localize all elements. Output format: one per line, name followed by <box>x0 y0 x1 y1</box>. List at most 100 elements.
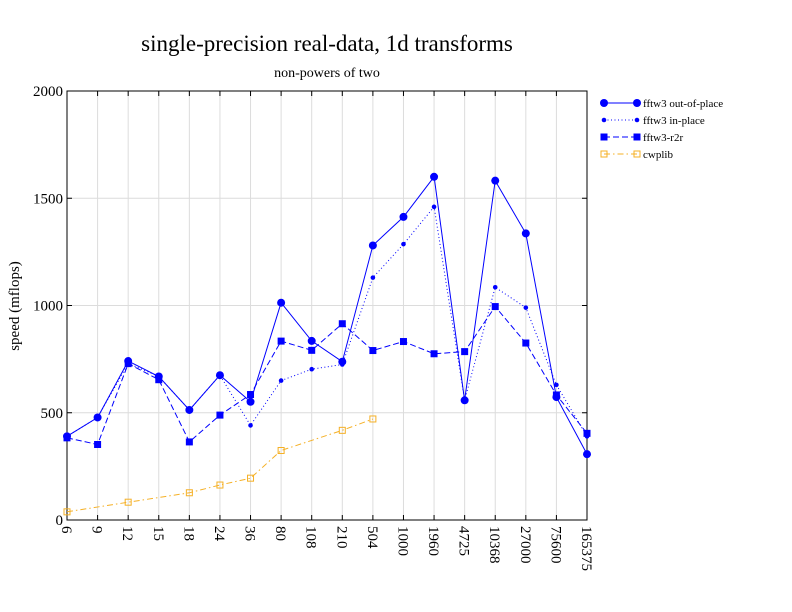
legend-marker <box>633 99 641 107</box>
data-point <box>338 426 346 434</box>
x-tick-label: 15 <box>150 526 166 541</box>
data-point <box>461 348 469 356</box>
data-point <box>248 423 253 428</box>
data-point <box>369 347 377 355</box>
series-fftw3-in-place <box>64 204 590 439</box>
data-point <box>307 336 316 345</box>
legend-marker <box>601 117 607 123</box>
legend: fftw3 out-of-place fftw3 in-place fftw3-r2… <box>600 98 723 161</box>
data-point <box>124 360 132 368</box>
data-point <box>523 305 529 310</box>
x-tick-label: 80 <box>272 526 288 541</box>
data-point <box>554 382 559 388</box>
data-point <box>462 398 467 403</box>
data-point <box>583 429 591 437</box>
grid-lines <box>67 91 587 520</box>
x-tick-label: 10368 <box>486 526 502 564</box>
series-fftw3-r2r <box>63 303 591 448</box>
data-point <box>155 376 163 384</box>
series-group <box>63 172 591 516</box>
data-point <box>247 391 255 399</box>
y-axis-label: speed (mflops) <box>7 261 23 351</box>
data-point <box>63 434 71 442</box>
legend-marker <box>600 99 608 107</box>
data-point <box>370 275 376 280</box>
x-tick-label: 6 <box>58 526 74 534</box>
data-point <box>552 391 560 399</box>
data-point <box>369 415 377 423</box>
legend-label: fftw3-r2r <box>643 132 683 144</box>
x-tick-label: 27000 <box>517 526 533 564</box>
y-tick-label: 1000 <box>33 299 63 315</box>
data-point <box>399 338 407 346</box>
y-tick-label: 1500 <box>33 191 63 207</box>
y-tick-label: 2000 <box>33 84 63 100</box>
y-tick-label: 500 <box>41 406 64 422</box>
data-point <box>277 298 286 307</box>
data-point <box>583 450 591 459</box>
data-point <box>308 346 316 354</box>
data-point <box>246 397 255 406</box>
data-point <box>187 407 192 413</box>
x-tick-label: 504 <box>364 526 380 549</box>
series-line <box>66 305 588 446</box>
data-point <box>522 339 530 347</box>
data-point <box>491 303 499 311</box>
legend-marker <box>633 133 641 141</box>
data-point <box>399 212 408 221</box>
data-point <box>124 498 132 506</box>
legend-marker <box>634 117 640 123</box>
data-point <box>401 241 406 247</box>
data-point <box>431 204 437 210</box>
data-point <box>94 440 102 448</box>
data-point <box>430 172 439 181</box>
data-point <box>185 489 193 497</box>
data-point <box>492 284 498 290</box>
legend-label: cwplib <box>643 149 673 161</box>
data-point <box>63 508 71 516</box>
x-tick-label: 9 <box>89 526 105 534</box>
x-tick-label: 36 <box>242 526 258 542</box>
x-tick-label: 75600 <box>547 526 563 564</box>
data-point <box>247 474 255 482</box>
x-tick-label: 108 <box>303 526 319 549</box>
x-tick-label: 18 <box>180 526 196 541</box>
legend-label: fftw3 in-place <box>643 115 705 127</box>
data-point <box>368 241 377 250</box>
data-point <box>185 438 193 446</box>
x-tick-label: 210 <box>333 526 349 549</box>
x-tick-label: 165375 <box>578 526 594 571</box>
data-point <box>95 415 100 420</box>
series-cwplib <box>63 415 377 516</box>
series-line <box>66 205 588 437</box>
data-point <box>491 176 500 185</box>
x-axis-ticks: 6 9 12 15 18 24 36 80 108 210 504 1000 1960 4725 10368… <box>58 91 594 571</box>
x-tick-label: 12 <box>119 526 135 541</box>
data-point <box>277 337 285 345</box>
data-point <box>277 447 285 455</box>
data-point <box>430 350 438 358</box>
x-tick-label: 1000 <box>394 526 410 556</box>
chart-title: single-precision real-data, 1d transform… <box>141 31 513 56</box>
data-point <box>278 378 284 383</box>
legend-label: fftw3 out-of-place <box>643 98 723 110</box>
series-line <box>66 418 374 513</box>
series-line <box>66 175 588 455</box>
x-tick-label: 24 <box>211 526 227 542</box>
data-point <box>339 362 345 367</box>
legend-marker <box>600 150 608 158</box>
y-axis-ticks: 0 500 1000 1500 2000 <box>33 84 587 529</box>
legend-marker <box>633 150 641 158</box>
data-point <box>309 366 315 372</box>
data-point <box>521 229 530 238</box>
data-point <box>216 411 224 419</box>
data-point <box>216 481 224 489</box>
x-tick-label: 4725 <box>456 526 472 556</box>
chart-subtitle: non-powers of two <box>274 66 380 81</box>
y-tick-label: 0 <box>56 513 64 529</box>
data-point <box>217 372 223 378</box>
series-fftw3-out-of-place <box>63 172 591 459</box>
legend-marker <box>600 133 608 141</box>
data-point <box>338 320 346 328</box>
